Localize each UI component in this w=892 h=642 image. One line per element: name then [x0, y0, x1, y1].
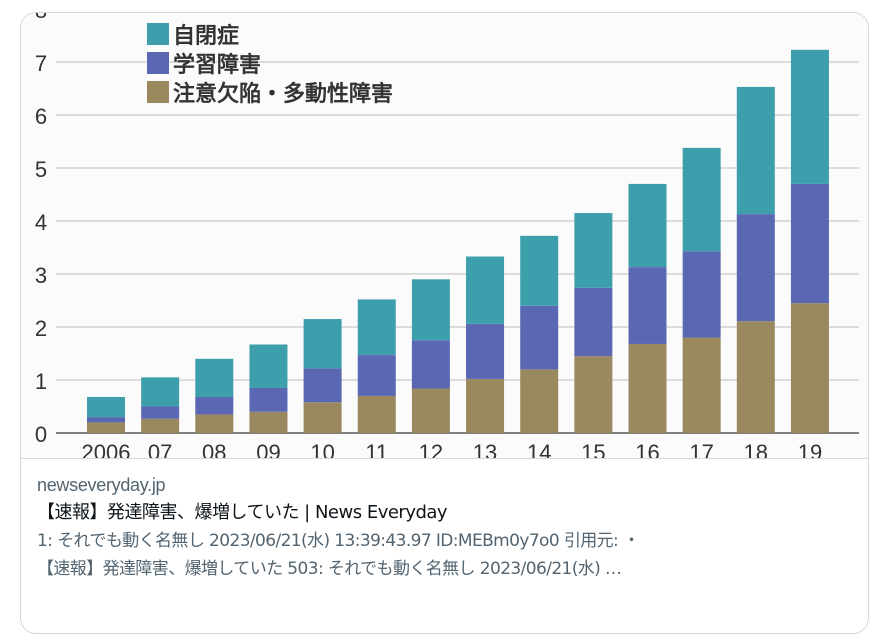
- x-tick-label: 10: [310, 440, 334, 458]
- card-info: newseveryday.jp 【速報】発達障害、爆増していた | News E…: [37, 471, 856, 583]
- bar-segment: [682, 337, 721, 433]
- bar-segment: [195, 414, 234, 433]
- bar-segment: [574, 356, 613, 433]
- bar-segment: [736, 86, 775, 215]
- y-tick-label: 6: [35, 104, 47, 129]
- x-tick-label: 14: [527, 440, 551, 458]
- x-tick-label: 19: [798, 440, 822, 458]
- bar-segment: [790, 183, 829, 304]
- bar-segment: [303, 402, 342, 433]
- bar-segment: [87, 417, 125, 423]
- bar-segment: [141, 377, 180, 407]
- bar-segment: [520, 305, 559, 370]
- bar-segment: [249, 344, 288, 388]
- card-description-line-1: 1: それでも動く名無し 2023/06/21(水) 13:39:43.97 I…: [37, 531, 640, 551]
- bar-segment: [682, 147, 721, 252]
- x-tick-label: 09: [256, 440, 280, 458]
- x-tick-label: 15: [581, 440, 605, 458]
- bar-segment: [520, 235, 559, 306]
- bar-segment: [357, 395, 396, 433]
- legend-swatch: [147, 23, 169, 45]
- x-tick-label: 2006: [82, 440, 131, 458]
- legend-label: 注意欠陥・多動性障害: [173, 81, 393, 107]
- bar-segment: [736, 214, 775, 322]
- card-image-chart: 012345678200607080910111213141516171819自…: [21, 13, 868, 459]
- bar-segment: [411, 340, 450, 389]
- bar-segment: [357, 299, 396, 356]
- bar-segment: [628, 343, 667, 433]
- bar-segment: [249, 387, 288, 412]
- y-tick-label: 4: [35, 210, 47, 235]
- card-description-line-2: 【速報】発達障害、爆増していた 503: それでも動く名無し 2023/06/2…: [37, 559, 622, 579]
- bar-segment: [249, 411, 288, 433]
- bar-segment: [790, 49, 829, 184]
- bar-segment: [574, 287, 613, 357]
- bar-segment: [303, 368, 342, 403]
- bar-segment: [574, 213, 613, 288]
- y-tick-label: 2: [35, 316, 47, 341]
- bar-segment: [466, 323, 505, 379]
- x-tick-label: 08: [202, 440, 226, 458]
- x-tick-label: 12: [419, 440, 443, 458]
- bar-segment: [195, 358, 234, 397]
- bar-segment: [141, 418, 180, 433]
- stacked-bar-chart: 012345678200607080910111213141516171819自…: [35, 13, 859, 458]
- bar-segment: [303, 319, 342, 369]
- bar-segment: [87, 396, 125, 418]
- bar-segment: [466, 378, 505, 433]
- link-card[interactable]: 012345678200607080910111213141516171819自…: [20, 12, 869, 634]
- bar-segment: [682, 251, 721, 338]
- legend-swatch: [147, 52, 169, 74]
- x-tick-label: 17: [689, 440, 713, 458]
- bar-segment: [790, 303, 829, 433]
- x-tick-label: 13: [473, 440, 497, 458]
- legend-label: 学習障害: [173, 52, 261, 78]
- card-title[interactable]: 【速報】発達障害、爆増していた | News Everyday: [37, 502, 448, 523]
- y-tick-label: 5: [35, 157, 47, 182]
- bar-segment: [87, 422, 125, 433]
- y-tick-label: 7: [35, 51, 47, 76]
- y-tick-label: 0: [35, 422, 47, 447]
- x-tick-label: 18: [744, 440, 768, 458]
- bar-segment: [411, 279, 450, 341]
- bar-segment: [466, 256, 505, 324]
- bar-segment: [195, 396, 234, 415]
- bar-segment: [520, 369, 559, 433]
- card-domain: newseveryday.jp: [37, 475, 166, 495]
- bar-segment: [736, 321, 775, 433]
- legend-label: 自閉症: [173, 23, 239, 49]
- legend-swatch: [147, 81, 169, 103]
- bar-segment: [411, 388, 450, 433]
- bar-segment: [357, 355, 396, 396]
- bar-segment: [141, 406, 180, 419]
- bar-segment: [628, 267, 667, 344]
- x-tick-label: 11: [365, 440, 388, 458]
- y-tick-label: 8: [35, 13, 47, 23]
- y-tick-label: 3: [35, 263, 47, 288]
- x-tick-label: 07: [148, 440, 172, 458]
- bar-segment: [628, 183, 667, 268]
- y-tick-label: 1: [35, 369, 47, 394]
- x-tick-label: 16: [635, 440, 659, 458]
